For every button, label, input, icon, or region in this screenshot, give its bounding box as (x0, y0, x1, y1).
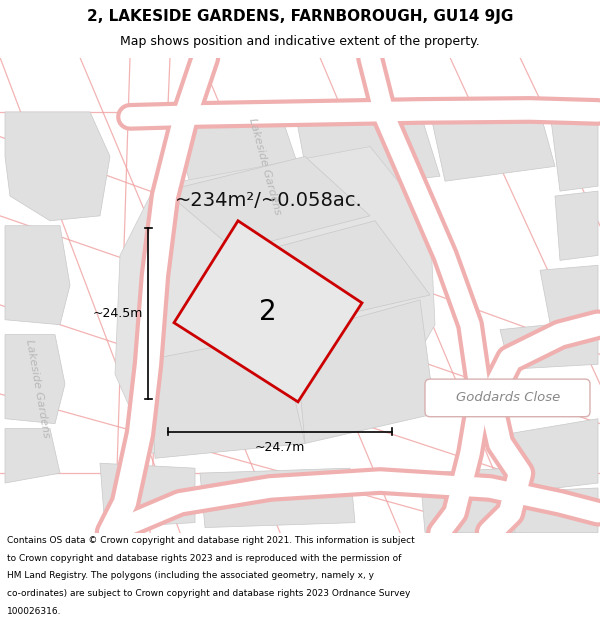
Polygon shape (295, 300, 435, 444)
Polygon shape (540, 265, 598, 322)
Polygon shape (165, 156, 370, 251)
Polygon shape (5, 334, 65, 424)
Text: 2, LAKESIDE GARDENS, FARNBOROUGH, GU14 9JG: 2, LAKESIDE GARDENS, FARNBOROUGH, GU14 9… (87, 9, 513, 24)
Polygon shape (500, 320, 598, 369)
FancyBboxPatch shape (425, 379, 590, 417)
Polygon shape (245, 221, 430, 325)
Polygon shape (420, 468, 515, 532)
Polygon shape (170, 112, 305, 201)
Polygon shape (5, 226, 70, 325)
Polygon shape (490, 488, 598, 532)
Text: Map shows position and indicative extent of the property.: Map shows position and indicative extent… (120, 35, 480, 48)
Polygon shape (200, 468, 355, 528)
Text: Lakeside Gardens: Lakeside Gardens (25, 339, 52, 439)
Text: ~24.5m: ~24.5m (92, 307, 143, 320)
Text: Lakeside Gardens: Lakeside Gardens (247, 117, 283, 216)
Polygon shape (555, 191, 598, 261)
Polygon shape (5, 112, 110, 221)
Polygon shape (430, 112, 555, 181)
Polygon shape (115, 146, 435, 453)
Polygon shape (150, 334, 305, 458)
Polygon shape (5, 429, 60, 483)
Polygon shape (510, 419, 598, 493)
Text: Contains OS data © Crown copyright and database right 2021. This information is : Contains OS data © Crown copyright and d… (7, 536, 415, 545)
Text: ~234m²/~0.058ac.: ~234m²/~0.058ac. (175, 191, 363, 211)
Text: 100026316.: 100026316. (7, 606, 62, 616)
Polygon shape (174, 221, 362, 402)
Text: HM Land Registry. The polygons (including the associated geometry, namely x, y: HM Land Registry. The polygons (includin… (7, 571, 374, 581)
Text: 2: 2 (259, 298, 277, 326)
Polygon shape (295, 112, 440, 191)
Polygon shape (100, 463, 195, 528)
Text: Goddards Close: Goddards Close (456, 391, 560, 404)
Text: co-ordinates) are subject to Crown copyright and database rights 2023 Ordnance S: co-ordinates) are subject to Crown copyr… (7, 589, 410, 598)
Polygon shape (550, 112, 598, 191)
Text: to Crown copyright and database rights 2023 and is reproduced with the permissio: to Crown copyright and database rights 2… (7, 554, 401, 562)
Text: ~24.7m: ~24.7m (255, 441, 305, 454)
